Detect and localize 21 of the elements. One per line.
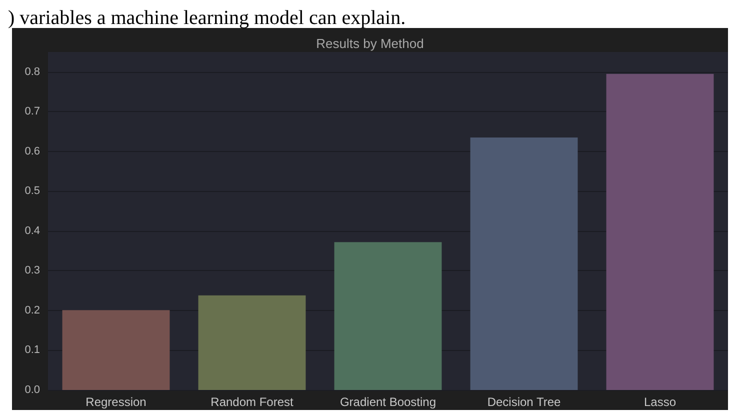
x-tick-label: Random Forest (210, 395, 294, 409)
x-tick-label: Gradient Boosting (340, 395, 436, 409)
bar (470, 137, 578, 390)
y-tick-label: 0.5 (24, 185, 40, 198)
bar (198, 295, 306, 390)
bar (334, 242, 442, 390)
bar (606, 74, 714, 390)
y-tick-label: 0.4 (24, 224, 40, 237)
y-tick-label: 0.7 (24, 106, 40, 118)
x-tick-label: Decision Tree (487, 395, 562, 409)
y-tick-label: 0.8 (24, 66, 40, 78)
x-tick-label: Lasso (644, 395, 676, 409)
y-tick-label: 0.3 (24, 264, 40, 277)
chart-title: Results by Method (316, 36, 424, 51)
x-tick-label: Regression (86, 395, 146, 409)
y-tick-label: 0.0 (24, 384, 40, 396)
y-tick-label: 0.1 (24, 344, 40, 356)
bar (62, 310, 170, 390)
text: ) variables a machine learning model can explain. (8, 7, 407, 29)
y-tick-label: 0.6 (24, 145, 40, 158)
y-tick-label: 0.2 (24, 304, 40, 316)
